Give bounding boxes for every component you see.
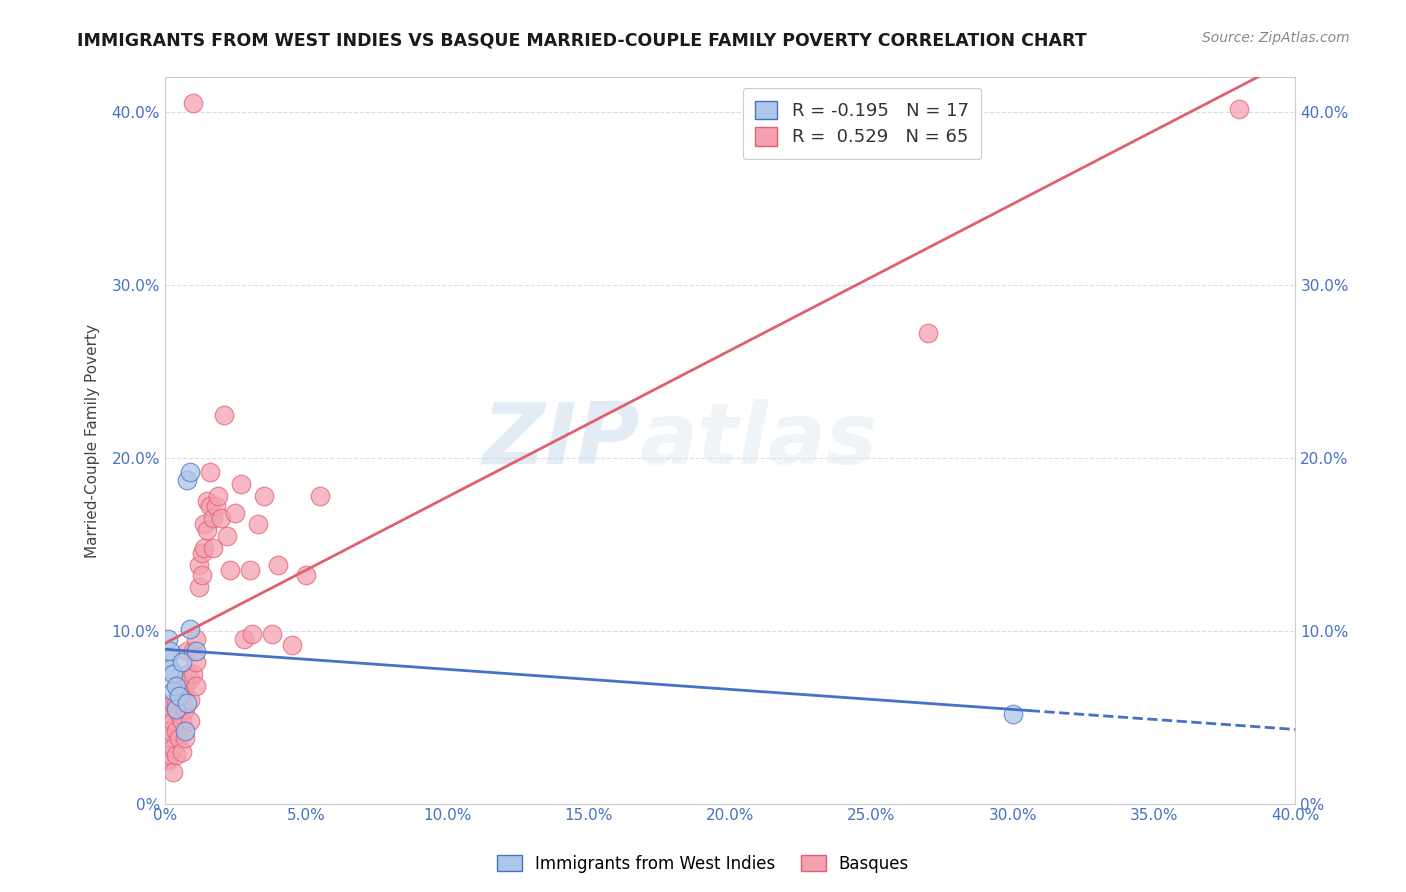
Point [165,701,187,715]
Point [212,408,235,422]
Point [167,731,190,745]
Point [165,748,187,763]
Point [262,627,284,641]
Point [162,696,184,710]
Point [173,731,195,745]
Point [156,632,179,647]
Point [156,753,179,767]
Point [1001,706,1024,721]
Point [1227,102,1250,116]
Point [159,724,181,739]
Point [204,500,226,514]
Point [181,96,204,111]
Point [917,326,939,341]
Text: atlas: atlas [640,399,877,482]
Point [187,558,209,572]
Point [215,528,238,542]
Point [181,644,204,658]
Point [179,714,201,728]
Point [159,748,181,763]
Point [162,741,184,756]
Point [193,541,215,555]
Point [170,655,193,669]
Point [229,476,252,491]
Point [198,500,221,514]
Point [162,765,184,780]
Point [162,667,184,681]
Point [176,667,198,681]
Point [167,690,190,704]
Point [173,679,195,693]
Point [162,714,184,728]
Point [159,662,181,676]
Point [201,541,224,555]
Point [179,622,201,636]
Point [184,644,207,658]
Point [156,701,179,715]
Point [195,494,218,508]
Point [176,696,198,710]
Point [309,489,332,503]
Point [253,489,276,503]
Point [193,516,215,531]
Point [165,724,187,739]
Point [209,511,232,525]
Point [176,473,198,487]
Legend: Immigrants from West Indies, Basques: Immigrants from West Indies, Basques [491,848,915,880]
Text: Source: ZipAtlas.com: Source: ZipAtlas.com [1202,31,1350,45]
Point [267,558,290,572]
Point [159,644,181,658]
Point [295,568,318,582]
Point [167,706,190,721]
Point [162,684,184,698]
Point [242,627,264,641]
Point [156,649,179,664]
Point [232,632,254,647]
Point [190,568,212,582]
Point [195,524,218,538]
Point [173,701,195,715]
Point [201,511,224,525]
Point [179,693,201,707]
Point [179,672,201,686]
Point [198,465,221,479]
Point [184,632,207,647]
Point [218,563,240,577]
Point [181,667,204,681]
Point [184,679,207,693]
Point [184,655,207,669]
Point [159,706,181,721]
Point [165,696,187,710]
Legend: R = -0.195   N = 17, R =  0.529   N = 65: R = -0.195 N = 17, R = 0.529 N = 65 [742,88,981,159]
Text: IMMIGRANTS FROM WEST INDIES VS BASQUE MARRIED-COUPLE FAMILY POVERTY CORRELATION : IMMIGRANTS FROM WEST INDIES VS BASQUE MA… [77,31,1087,49]
Point [176,644,198,658]
Point [187,581,209,595]
Point [281,638,304,652]
Point [247,516,270,531]
Point [190,546,212,560]
Point [224,506,246,520]
Point [170,714,193,728]
Point [239,563,262,577]
Point [165,679,187,693]
Point [173,724,195,739]
Point [179,465,201,479]
Point [156,731,179,745]
Point [207,489,229,503]
Point [167,679,190,693]
Point [170,690,193,704]
Y-axis label: Married-Couple Family Poverty: Married-Couple Family Poverty [86,324,100,558]
Point [170,745,193,759]
Text: ZIP: ZIP [482,399,640,482]
